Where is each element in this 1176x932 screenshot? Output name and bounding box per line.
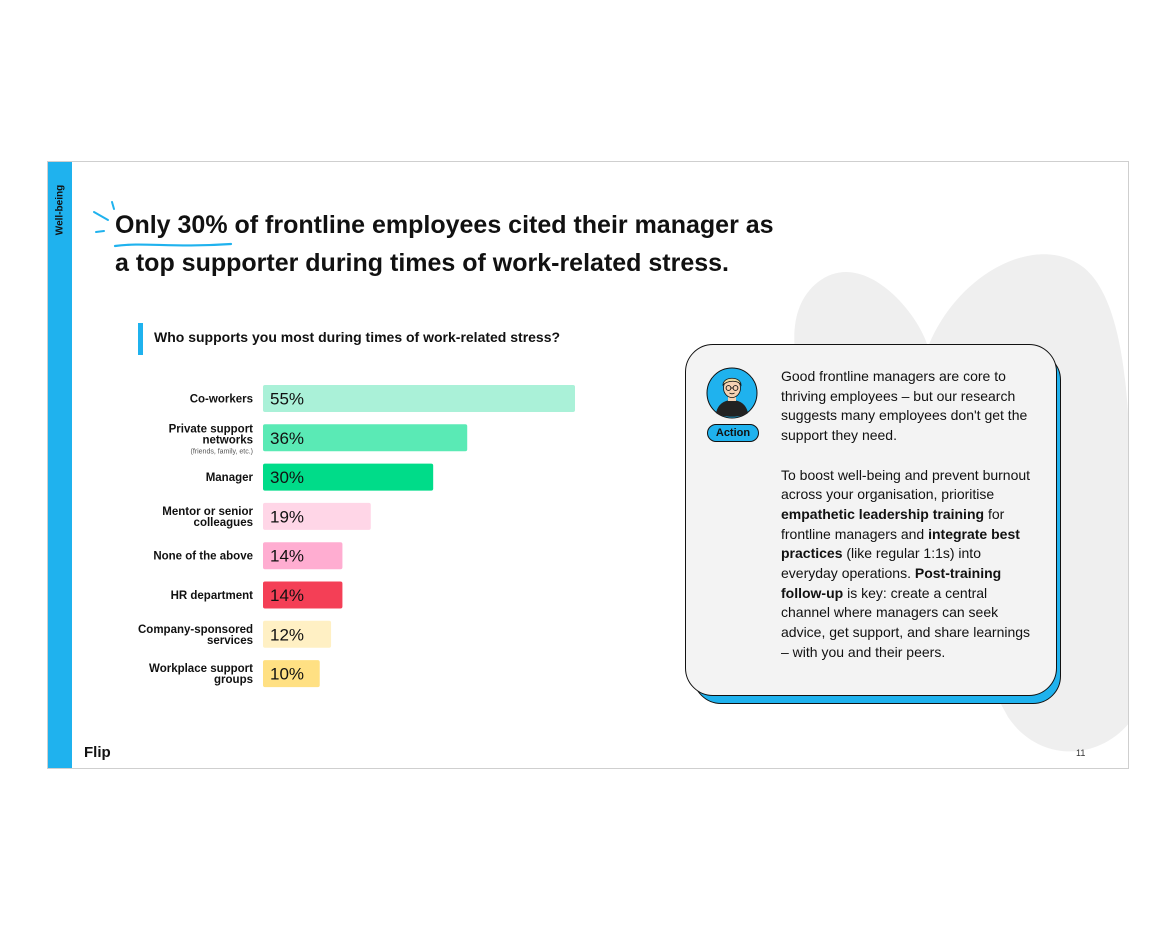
chart-title: Who supports you most during times of wo… xyxy=(154,329,561,345)
bar-row: 14% HR department xyxy=(171,581,343,609)
bar-value-label: 30% xyxy=(270,468,304,487)
section-label: Well-being xyxy=(54,184,66,236)
bar-value-label: 14% xyxy=(270,547,304,566)
subtitle-accent-bar xyxy=(138,323,143,355)
avatar-icon xyxy=(706,367,758,419)
category-label: HR department xyxy=(171,590,254,602)
category-label: None of the above xyxy=(153,551,253,563)
sidebar: Well-being xyxy=(48,162,72,768)
category-label: services xyxy=(207,635,253,647)
bar xyxy=(263,620,332,648)
action-badge: Action xyxy=(707,424,759,442)
category-label: networks xyxy=(203,434,254,446)
category-label: Mentor or senior xyxy=(162,506,253,518)
page-number: 11 xyxy=(1076,748,1086,758)
underline-squiggle xyxy=(113,242,233,248)
bar-value-label: 14% xyxy=(270,586,304,605)
bar xyxy=(263,502,371,530)
action-card: Action Good frontline managers are core … xyxy=(685,344,1057,696)
category-label: Company-sponsored xyxy=(138,624,253,636)
bar xyxy=(263,581,343,609)
category-label: colleagues xyxy=(194,517,253,529)
category-note: (friends, family, etc.) xyxy=(191,448,254,455)
title-line1-rest: of frontline employees cited their manag… xyxy=(227,211,774,239)
bar-row: 30% Manager xyxy=(206,463,434,491)
bar-row: 14% None of the above xyxy=(153,542,343,570)
bar xyxy=(263,463,434,491)
category-label: groups xyxy=(214,674,253,686)
bar-row: 55% Co-workers xyxy=(190,385,575,412)
bar-value-label: 12% xyxy=(270,625,304,644)
category-label: Manager xyxy=(206,472,254,484)
bar xyxy=(263,542,343,570)
bar-value-label: 55% xyxy=(270,390,304,409)
title-highlight: Only 30% xyxy=(113,206,233,248)
bar xyxy=(263,385,575,412)
category-label: Co-workers xyxy=(190,394,253,406)
sparkle-icon xyxy=(93,201,115,233)
category-label: Private support xyxy=(169,423,254,435)
category-label: Workplace support xyxy=(149,663,253,675)
bar xyxy=(263,424,468,452)
bar xyxy=(263,660,320,688)
slide: Well-being Only 30% of frontline employe… xyxy=(47,161,1129,769)
action-card-text: Good frontline managers are core to thri… xyxy=(781,367,1031,682)
page-title: Only 30% of frontline employees cited th… xyxy=(113,206,835,282)
bar-value-label: 36% xyxy=(270,429,304,448)
title-line2: a top supporter during times of work-rel… xyxy=(115,249,730,277)
bar-value-label: 10% xyxy=(270,665,304,684)
action-paragraph-2: To boost well-being and prevent burnout … xyxy=(781,466,1031,660)
action-paragraph-1: Good frontline managers are core to thri… xyxy=(781,368,1028,444)
bar-value-label: 19% xyxy=(270,507,304,526)
flip-logo: Flip xyxy=(84,744,111,761)
